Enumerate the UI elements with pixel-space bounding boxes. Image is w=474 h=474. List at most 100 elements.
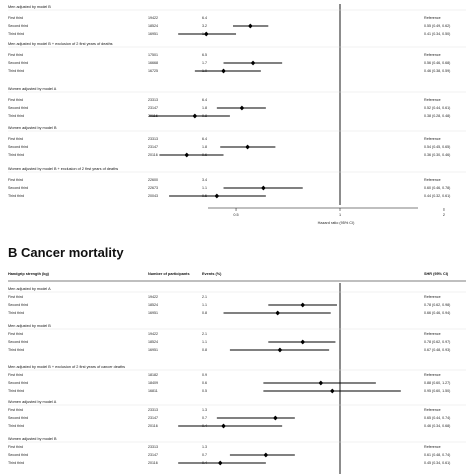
hr-marker <box>245 144 250 150</box>
group-label: Women adjusted by model A <box>8 400 57 404</box>
hr-text: 0.78 (0.62, 0.97) <box>424 340 450 344</box>
participants-value: 23313 <box>148 98 158 102</box>
participants-value: 18524 <box>148 24 158 28</box>
row-label: First third <box>8 16 23 20</box>
group-label: Women adjusted by model B <box>8 437 57 441</box>
group-label: Women adjusted by model A <box>8 87 57 91</box>
events-value: 0.8 <box>202 311 207 315</box>
events-value: 6.4 <box>202 137 207 141</box>
hr-marker <box>318 380 324 386</box>
row-label: Third third <box>8 114 24 118</box>
hr-text: 0.54 (0.45, 0.65) <box>424 145 450 149</box>
participants-value: 18524 <box>148 340 158 344</box>
events-value: 3.2 <box>202 24 207 28</box>
header-events: Events (%) <box>202 272 222 276</box>
hr-text: 0.45 (0.34, 0.61) <box>424 461 450 465</box>
row-label: First third <box>8 178 23 182</box>
hr-marker <box>260 185 266 191</box>
hr-marker <box>329 388 335 394</box>
participants-value: 23313 <box>148 445 158 449</box>
participants-value: 19422 <box>148 295 158 299</box>
row-label: Second third <box>8 186 28 190</box>
participants-value: 20043 <box>148 194 158 198</box>
participants-value: 16951 <box>148 311 158 315</box>
hr-marker <box>247 23 253 29</box>
row-label: First third <box>8 295 23 299</box>
row-label: Third third <box>8 311 24 315</box>
hr-marker <box>272 415 278 421</box>
participants-value: 18182 <box>148 373 158 377</box>
events-value: 6.4 <box>202 16 207 20</box>
events-value: 0.5 <box>202 389 207 393</box>
group-label: Women adjusted by model B <box>8 126 57 130</box>
events-value: 0.7 <box>202 453 207 457</box>
row-label: Third third <box>8 69 24 73</box>
row-label: First third <box>8 53 23 57</box>
row-label: Second third <box>8 106 28 110</box>
hr-text: Reference <box>424 445 441 449</box>
group-label: Women adjusted by model B + exclusion of… <box>8 167 118 171</box>
row-label: Third third <box>8 153 24 157</box>
hr-text: Reference <box>424 16 441 20</box>
events-value: 1.8 <box>202 106 207 110</box>
events-value: 6.5 <box>202 53 207 57</box>
hr-marker <box>184 152 190 158</box>
hr-text: Reference <box>424 408 441 412</box>
events-value: 1.1 <box>202 340 207 344</box>
hr-text: 0.38 (0.28, 0.48) <box>424 114 450 118</box>
row-label: Second third <box>8 416 28 420</box>
hr-text: Reference <box>424 137 441 141</box>
hr-text: 0.46 (0.38, 0.59) <box>424 69 450 73</box>
events-value: 1.1 <box>202 186 207 190</box>
hr-marker <box>300 339 306 345</box>
row-label: Second third <box>8 61 28 65</box>
row-label: First third <box>8 98 23 102</box>
hr-marker <box>214 193 220 199</box>
hr-text: 0.41 (0.34, 0.50) <box>424 32 450 36</box>
participants-value: 18409 <box>148 381 158 385</box>
row-label: First third <box>8 408 23 412</box>
hr-marker <box>203 31 209 37</box>
hr-text: Reference <box>424 178 441 182</box>
participants-value: 20116 <box>148 153 158 157</box>
group-label: Men adjusted by model B + exclusion of 2… <box>8 42 113 46</box>
header-strength: Handgrip strength (kg) <box>8 272 50 276</box>
participants-value: 23313 <box>148 137 158 141</box>
row-label: Second third <box>8 340 28 344</box>
hr-text: 0.61 (0.48, 0.74) <box>424 453 450 457</box>
x-axis-label: Hazard ratio (95% CI) <box>318 221 355 225</box>
header-shr: SHR (95% CI) <box>424 272 449 276</box>
participants-value: 17501 <box>148 53 158 57</box>
row-label: First third <box>8 445 23 449</box>
header-participants: Number of participants <box>148 272 190 276</box>
events-value: 3.4 <box>202 178 207 182</box>
panel-b-title: B Cancer mortality <box>8 245 124 260</box>
hr-text: Reference <box>424 373 441 377</box>
row-label: Second third <box>8 145 28 149</box>
events-value: 0.8 <box>202 348 207 352</box>
participants-value: 23147 <box>148 145 158 149</box>
participants-value: 18524 <box>148 303 158 307</box>
participants-value: 23147 <box>148 416 158 420</box>
events-value: 2.1 <box>202 295 207 299</box>
participants-value: 19422 <box>148 16 158 20</box>
participants-value: 16951 <box>148 348 158 352</box>
hr-text: Reference <box>424 332 441 336</box>
events-value: 1.1 <box>202 303 207 307</box>
row-label: Third third <box>8 32 24 36</box>
row-label: Second third <box>8 453 28 457</box>
hr-marker <box>239 105 245 111</box>
hr-marker <box>221 68 226 74</box>
hr-text: 0.65 (0.44, 0.74) <box>424 416 450 420</box>
events-value: 0.7 <box>202 416 207 420</box>
hr-text: Reference <box>424 98 441 102</box>
hr-text: 0.66 (0.46, 0.94) <box>424 311 450 315</box>
hr-marker <box>192 113 198 119</box>
participants-value: 23147 <box>148 453 158 457</box>
x-tick-label: 2 <box>443 213 445 217</box>
hr-text: 0.60 (0.46, 0.78) <box>424 186 450 190</box>
events-value: 1.3 <box>202 408 207 412</box>
hr-text: 0.67 (0.48, 0.93) <box>424 348 450 352</box>
hr-text: 0.44 (0.32, 0.61) <box>424 194 450 198</box>
hr-marker <box>275 310 281 316</box>
